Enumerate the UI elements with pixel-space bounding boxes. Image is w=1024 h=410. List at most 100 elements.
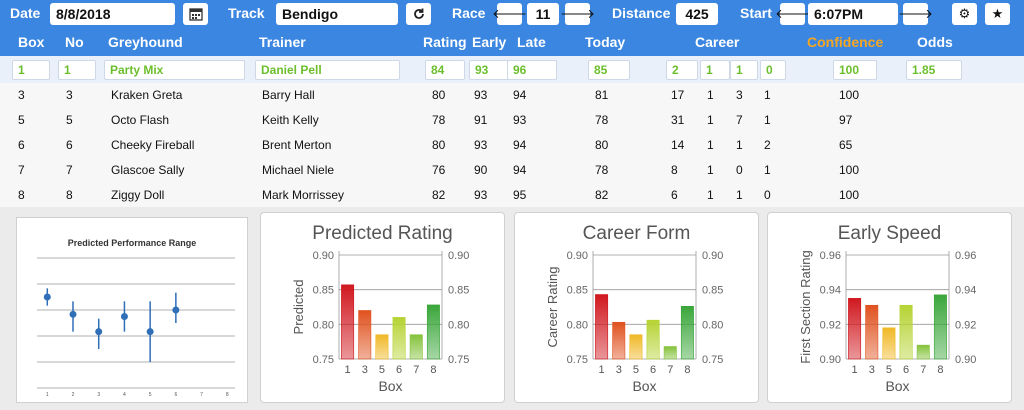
cell-box: 3	[18, 88, 25, 102]
col-trainer[interactable]: Trainer	[259, 34, 306, 50]
table-row[interactable]: 6 6 Cheeky Fireball Brent Merton 80 93 94 80 14 1…	[0, 133, 1024, 158]
x-tick-label: 7	[920, 364, 926, 376]
selected-late[interactable]: 96	[507, 60, 557, 80]
cell-c2: 1	[707, 113, 714, 127]
x-tick-label: 6	[903, 364, 909, 376]
selected-early[interactable]: 93	[469, 60, 509, 80]
col-box[interactable]: Box	[18, 34, 45, 50]
y-tick-label: 0.94	[820, 285, 841, 297]
selected-box[interactable]: 1	[12, 60, 50, 80]
col-early[interactable]: Early	[472, 34, 507, 50]
ppr-tick-label: 8	[226, 392, 229, 398]
cell-trainer: Brent Merton	[262, 138, 332, 152]
bar	[409, 334, 423, 360]
ppr-tick-label: 1	[46, 392, 49, 398]
bar	[899, 304, 913, 360]
refresh-button[interactable]	[406, 3, 431, 25]
cell-late: 95	[513, 188, 527, 202]
cell-no: 6	[66, 138, 73, 152]
y-tick-label: 0.96	[955, 250, 976, 262]
col-odds[interactable]: Odds	[917, 34, 953, 50]
cell-confidence: 100	[839, 163, 860, 177]
y-tick-label: 0.80	[313, 319, 334, 331]
ppr-point	[172, 306, 180, 314]
cell-early: 93	[474, 138, 488, 152]
table-row[interactable]: 3 3 Kraken Greta Barry Hall 80 93 94 81 17 1 3 1 100	[0, 83, 1024, 108]
early-speed-chart: 0.90 0.90 0.92 0.92 0.94 0.94 0.96 0.96 1 3 5 6 7 8 Bo…	[798, 250, 976, 394]
table-row[interactable]: 5 5 Octo Flash Keith Kelly 78 91 93 78 31 1 7 1 97	[0, 108, 1024, 133]
y-tick-label: 0.85	[702, 285, 723, 297]
bar	[680, 306, 694, 360]
refresh-icon	[413, 8, 424, 19]
cell-confidence: 97	[839, 113, 853, 127]
col-late[interactable]: Late	[517, 34, 546, 50]
ppr-point	[120, 313, 128, 320]
bar	[341, 284, 355, 360]
cell-greyhound: Glascoe Sally	[111, 163, 185, 177]
cell-c2: 1	[707, 138, 714, 152]
cell-today: 81	[595, 88, 609, 102]
col-no[interactable]: No	[65, 34, 84, 50]
selected-confidence[interactable]: 100	[833, 60, 877, 80]
x-axis-label: Box	[632, 378, 656, 394]
y-tick-label: 0.94	[955, 285, 976, 297]
cell-today: 78	[595, 113, 609, 127]
bar	[375, 334, 389, 360]
cell-no: 3	[66, 88, 73, 102]
early-speed-title: Early Speed	[837, 223, 942, 244]
distance-field[interactable]: 425	[676, 3, 718, 25]
start-field[interactable]: 6:07PM	[808, 3, 898, 25]
x-tick-label: 8	[684, 364, 690, 376]
selected-no[interactable]: 1	[58, 60, 96, 80]
y-tick-label: 0.85	[567, 285, 588, 297]
selected-row[interactable]: 1 1 Party Mix Daniel Pell 84 93 96 85 2 …	[0, 56, 1024, 83]
selected-career-starts[interactable]: 2	[666, 60, 698, 80]
cell-no: 5	[66, 113, 73, 127]
y-tick-label: 0.90	[820, 354, 841, 366]
table-row[interactable]: 7 7 Glascoe Sally Michael Niele 76 90 94 78 8 1 0 1…	[0, 158, 1024, 183]
selected-greyhound[interactable]: Party Mix	[104, 60, 245, 80]
selected-today[interactable]: 85	[588, 60, 630, 80]
x-tick-label: 7	[413, 364, 419, 376]
selected-career-seconds[interactable]: 1	[730, 60, 758, 80]
x-tick-label: 5	[633, 364, 639, 376]
race-prev-button[interactable]: 🡐	[492, 3, 527, 25]
race-field[interactable]: 11	[527, 3, 559, 25]
col-greyhound[interactable]: Greyhound	[108, 34, 183, 50]
col-career[interactable]: Career	[695, 34, 740, 50]
col-today[interactable]: Today	[585, 34, 626, 50]
ppr-point	[69, 310, 77, 318]
selected-odds[interactable]: 1.85	[906, 60, 962, 80]
cell-c4: 2	[764, 138, 771, 152]
bar	[426, 304, 440, 360]
bar	[595, 294, 609, 360]
start-prev-button[interactable]: 🡐	[775, 3, 810, 25]
cell-box: 7	[18, 163, 25, 177]
x-tick-label: 3	[616, 364, 622, 376]
selected-trainer[interactable]: Daniel Pell	[255, 60, 400, 80]
cell-no: 8	[66, 188, 73, 202]
track-field[interactable]: Bendigo	[276, 3, 398, 25]
start-next-button[interactable]: 🡒	[898, 3, 933, 25]
cell-box: 8	[18, 188, 25, 202]
charts-panel: Predicted Performance Range 1 2 3 4 5 6 7 8 Pred…	[0, 207, 1024, 410]
selected-rating[interactable]: 84	[425, 60, 465, 80]
y-axis-label: Predicted	[291, 280, 306, 335]
predicted-rating-chart: 0.75 0.75 0.80 0.80 0.85 0.85 0.90 0.90 1 3 5 6 7 8 Bo…	[291, 250, 469, 394]
star-icon: ★	[991, 6, 1004, 21]
col-rating[interactable]: Rating	[423, 34, 467, 50]
date-field[interactable]: 8/8/2018	[50, 3, 175, 25]
favourite-button[interactable]: ★	[985, 3, 1010, 25]
table-row[interactable]: 8 8 Ziggy Doll Mark Morrissey 82 93 95 82 6 1 1 0 10…	[0, 183, 1024, 208]
selected-career-thirds[interactable]: 0	[760, 60, 786, 80]
y-tick-label: 0.80	[567, 319, 588, 331]
calendar-button[interactable]	[183, 3, 208, 25]
toolbar: Date 8/8/2018 Track Bendigo Race 🡐 11 🡒 …	[0, 0, 1024, 28]
cell-greyhound: Octo Flash	[111, 113, 170, 127]
track-label: Track	[228, 5, 265, 21]
settings-button[interactable]: ⚙	[952, 3, 977, 25]
race-next-button[interactable]: 🡒	[560, 3, 595, 25]
selected-career-wins[interactable]: 1	[700, 60, 730, 80]
col-confidence[interactable]: Confidence	[807, 34, 884, 50]
cell-c3: 1	[736, 138, 743, 152]
